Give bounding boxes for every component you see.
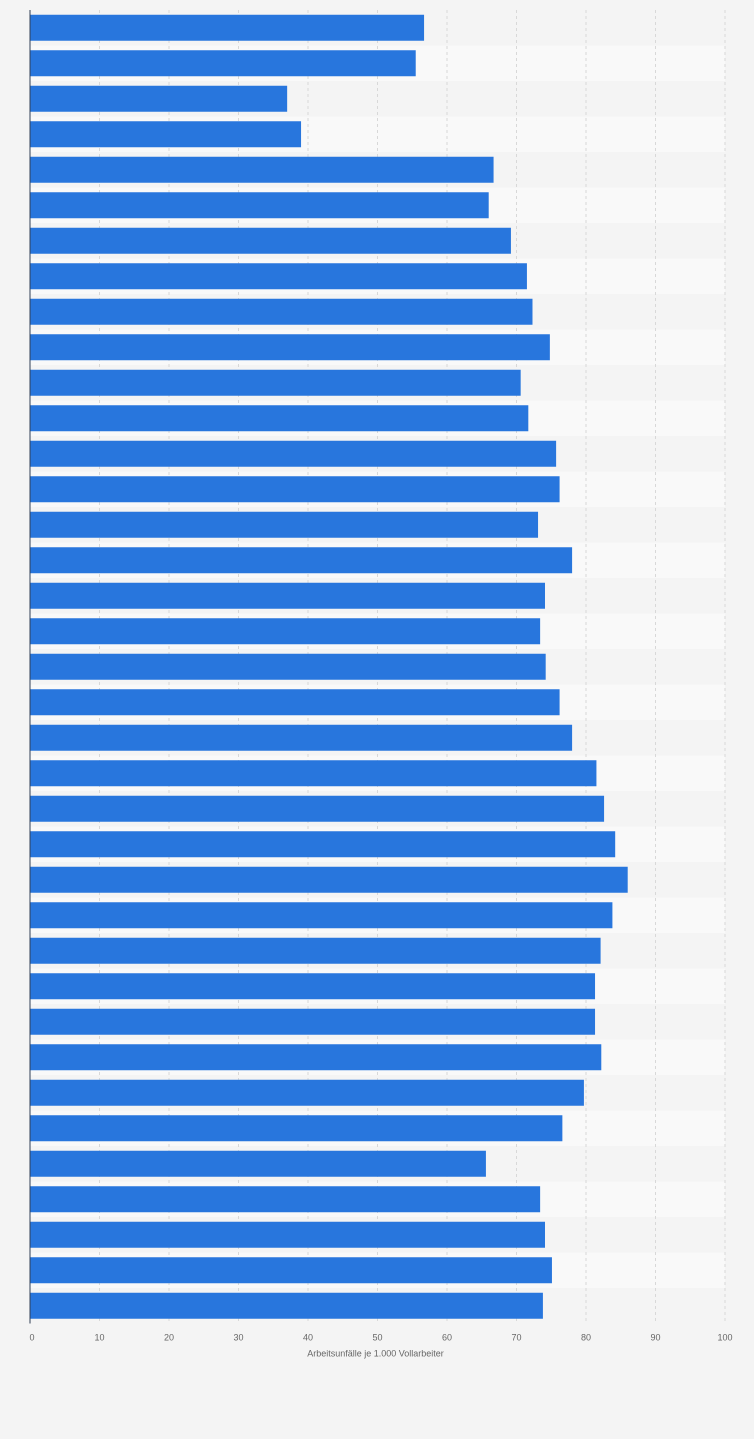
bar[interactable] xyxy=(30,1008,596,1035)
x-tick-label: 80 xyxy=(581,1333,591,1343)
bar[interactable] xyxy=(30,1150,486,1177)
x-tick-label: 10 xyxy=(94,1333,104,1343)
bar[interactable] xyxy=(30,1257,552,1284)
bar[interactable] xyxy=(30,689,560,716)
x-tick-label: 60 xyxy=(442,1333,452,1343)
x-tick-label: 40 xyxy=(303,1333,313,1343)
bar[interactable] xyxy=(30,760,597,787)
bar[interactable] xyxy=(30,1044,602,1071)
bar[interactable] xyxy=(30,263,527,290)
bars xyxy=(30,14,628,1319)
bar[interactable] xyxy=(30,192,489,219)
bar[interactable] xyxy=(30,547,573,574)
bar[interactable] xyxy=(30,405,529,432)
bar[interactable] xyxy=(30,973,596,1000)
bar[interactable] xyxy=(30,1115,563,1142)
bar[interactable] xyxy=(30,334,550,361)
bar[interactable] xyxy=(30,511,539,538)
bar[interactable] xyxy=(30,1079,584,1106)
bar[interactable] xyxy=(30,85,288,112)
bar[interactable] xyxy=(30,14,425,41)
x-tick-label: 70 xyxy=(511,1333,521,1343)
bar[interactable] xyxy=(30,618,541,645)
bar[interactable] xyxy=(30,440,557,467)
bar[interactable] xyxy=(30,795,605,822)
bar[interactable] xyxy=(30,582,545,609)
bar[interactable] xyxy=(30,653,546,680)
bar[interactable] xyxy=(30,227,511,254)
bar[interactable] xyxy=(30,902,613,929)
bar[interactable] xyxy=(30,724,573,751)
x-axis-title: Arbeitsunfälle je 1.000 Vollarbeiter xyxy=(307,1349,444,1359)
bar[interactable] xyxy=(30,1186,541,1213)
x-tick-label: 90 xyxy=(650,1333,660,1343)
bar[interactable] xyxy=(30,937,601,964)
bar[interactable] xyxy=(30,831,616,858)
bar[interactable] xyxy=(30,369,521,396)
bar[interactable] xyxy=(30,1221,545,1248)
bar[interactable] xyxy=(30,50,416,77)
x-tick-label: 20 xyxy=(164,1333,174,1343)
bar[interactable] xyxy=(30,121,302,148)
x-tick-label: 0 xyxy=(29,1333,34,1343)
bar[interactable] xyxy=(30,476,560,503)
bar[interactable] xyxy=(30,298,533,325)
bar[interactable] xyxy=(30,156,494,183)
x-tick-label: 30 xyxy=(233,1333,243,1343)
x-tick-label: 50 xyxy=(372,1333,382,1343)
x-axis-ticks: 0 10 20 30 40 50 60 70 80 90 100 xyxy=(29,1333,732,1343)
bar[interactable] xyxy=(30,866,628,893)
x-tick-label: 100 xyxy=(717,1333,732,1343)
bar[interactable] xyxy=(30,1292,543,1319)
